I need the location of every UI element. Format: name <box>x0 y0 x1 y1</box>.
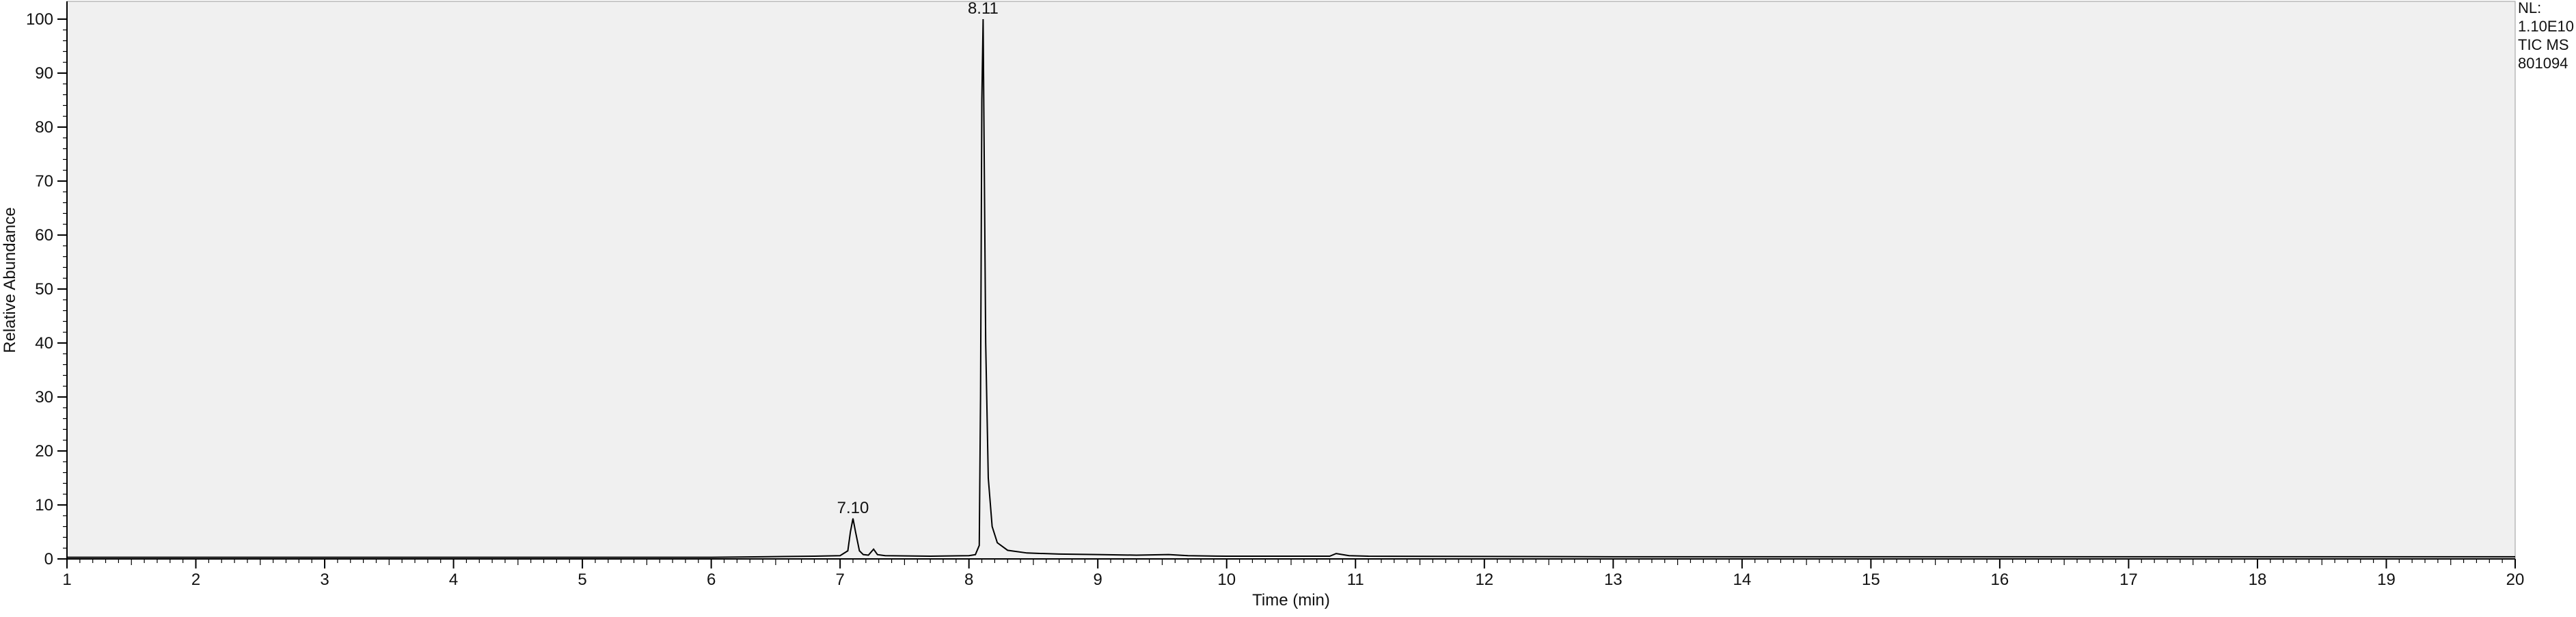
x-tick-label: 2 <box>191 571 200 589</box>
x-tick-label: 13 <box>1604 571 1623 589</box>
annotation-text: NL: 1.10E10 TIC MS 801094 <box>2518 0 2574 72</box>
peak-label: 7.10 <box>837 499 869 517</box>
x-tick-label: 16 <box>1991 571 2009 589</box>
x-tick-label: 5 <box>578 571 586 589</box>
x-tick-label: 10 <box>1217 571 1236 589</box>
y-tick-label: 50 <box>35 280 53 299</box>
x-tick-label: 17 <box>2119 571 2138 589</box>
x-tick-label: 1 <box>62 571 71 589</box>
y-tick-label: 0 <box>44 550 53 568</box>
x-tick-labels: 1 2 3 4 5 6 7 8 9 10 11 12 13 14 15 16 17 18 19 20 <box>62 571 2524 589</box>
y-tick-label: 100 <box>26 10 53 29</box>
y-axis-label: Relative Abundance <box>1 207 19 353</box>
x-axis-label: Time (min) <box>1252 591 1330 609</box>
x-minor-ticks <box>79 559 2503 565</box>
y-ticks <box>57 18 67 560</box>
y-tick-label: 20 <box>35 442 53 461</box>
peak-label: 8.11 <box>968 0 999 18</box>
x-tick-label: 12 <box>1475 571 1493 589</box>
y-tick-label: 60 <box>35 226 53 245</box>
x-tick-label: 19 <box>2377 571 2396 589</box>
y-tick-label: 80 <box>35 118 53 137</box>
annotation-line-3: TIC MS <box>2518 36 2569 53</box>
y-tick-label: 30 <box>35 388 53 407</box>
annotation-line-2: 1.10E10 <box>2518 18 2574 35</box>
annotation-line-1: NL: <box>2518 0 2541 16</box>
x-tick-label: 9 <box>1094 571 1102 589</box>
plot-area <box>66 1 2516 560</box>
x-tick-label: 15 <box>1862 571 1880 589</box>
y-tick-label: 70 <box>35 172 53 191</box>
y-tick-label: 90 <box>35 64 53 83</box>
x-tick-label: 18 <box>2249 571 2267 589</box>
tic-trace-line <box>67 18 2515 558</box>
x-tick-label: 8 <box>964 571 973 589</box>
x-tick-label: 11 <box>1347 571 1364 589</box>
x-tick-label: 14 <box>1733 571 1751 589</box>
annotation-line-4: 801094 <box>2518 55 2568 72</box>
x-tick-label: 4 <box>449 571 458 589</box>
y-tick-label: 40 <box>35 334 53 353</box>
y-tick-labels: 0 10 20 30 40 50 60 70 80 90 100 <box>26 10 53 568</box>
x-tick-label: 20 <box>2506 571 2525 589</box>
x-tick-label: 7 <box>835 571 844 589</box>
peak-labels: 8.11 7.10 <box>837 0 999 517</box>
y-tick-label: 10 <box>35 496 53 515</box>
x-tick-label: 3 <box>320 571 329 589</box>
x-major-ticks <box>66 559 2516 568</box>
x-tick-label: 6 <box>707 571 716 589</box>
